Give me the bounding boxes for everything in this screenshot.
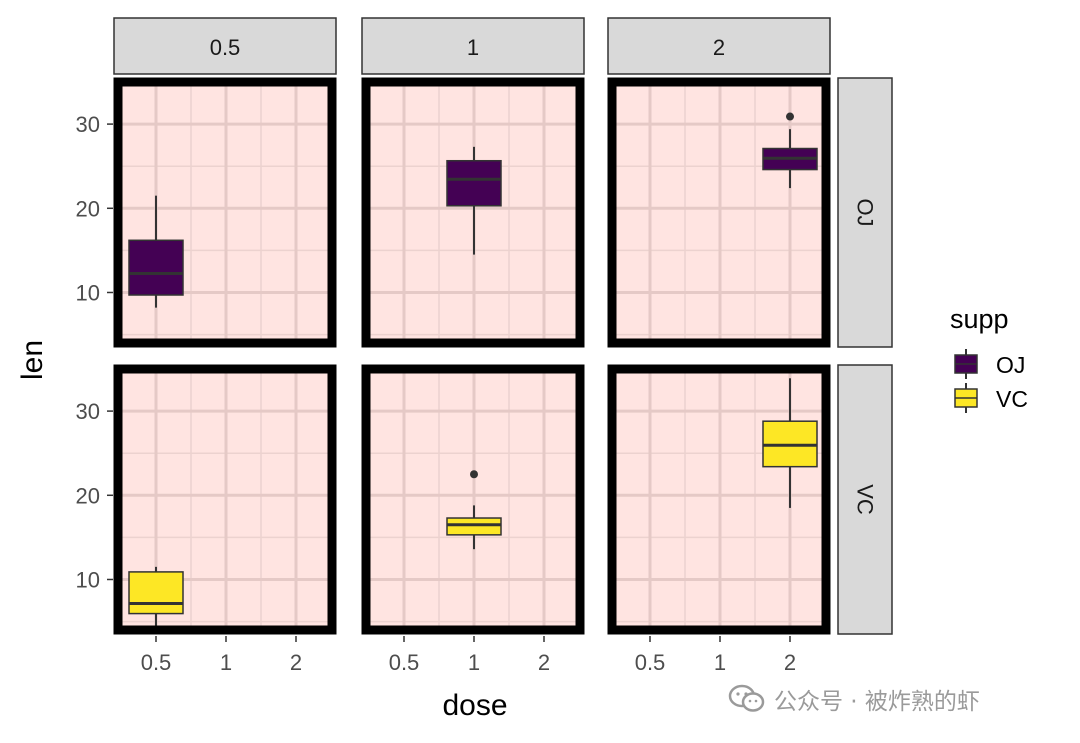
strip-row-vc — [837, 364, 893, 635]
panel-oj-0 — [118, 81, 332, 343]
box-vc-dose-1 — [446, 470, 502, 550]
legend-label: OJ — [996, 352, 1025, 378]
y-axis-title: len — [16, 340, 49, 380]
x-tick-label: 2 — [538, 650, 550, 675]
strip-col-label: 1 — [467, 35, 479, 60]
watermark-text: 公众号 · 被炸熟的虾 — [774, 689, 980, 715]
wechat-icon — [728, 684, 765, 712]
y-tick-label: 10 — [76, 280, 100, 305]
outlier-point — [470, 470, 478, 479]
legend-key-vc — [954, 383, 978, 413]
x-tick-label: 2 — [290, 650, 302, 675]
box-oj-dose-1 — [446, 146, 502, 255]
panel-border — [361, 364, 585, 635]
legend-label: VC — [996, 386, 1028, 412]
box-iqr — [128, 571, 184, 615]
panel-border — [607, 364, 831, 635]
x-tick-label: 1 — [714, 650, 726, 675]
box-vc-dose-2 — [762, 378, 818, 508]
strip-col-label: 2 — [713, 35, 725, 60]
y-tick-label: 30 — [76, 399, 100, 424]
watermark: 公众号 · 被炸熟的虾 — [728, 682, 980, 716]
box-iqr — [446, 517, 502, 536]
box-iqr — [446, 159, 502, 207]
x-tick-label: 0.5 — [389, 650, 420, 675]
y-tick-label: 20 — [76, 483, 100, 508]
panel-border — [361, 77, 585, 348]
box-oj-dose-2 — [762, 112, 818, 189]
y-tick-label: 20 — [76, 196, 100, 221]
x-tick-label: 2 — [784, 650, 796, 675]
x-tick-label: 1 — [468, 650, 480, 675]
box-iqr — [128, 239, 184, 296]
box-vc-dose-0.5 — [128, 566, 184, 629]
strip-col-1 — [361, 17, 585, 75]
x-axis-title: dose — [442, 689, 507, 722]
panel-border — [113, 364, 337, 635]
panel-vc-2 — [612, 368, 826, 630]
panel-border — [113, 77, 337, 348]
x-tick-label: 0.5 — [141, 650, 172, 675]
box-oj-dose-0.5 — [128, 195, 184, 308]
strip-row-label: OJ — [853, 198, 878, 226]
panel-vc-1 — [366, 368, 580, 630]
legend-key-oj — [954, 349, 978, 379]
outlier-point — [786, 112, 794, 121]
legend-title: supp — [950, 304, 1009, 334]
panel-border — [607, 77, 831, 348]
strip-row-label: VC — [853, 484, 878, 515]
strip-col-2 — [607, 17, 831, 75]
strip-col-label: 0.5 — [210, 35, 241, 60]
panel-oj-2 — [612, 81, 826, 343]
y-tick-label: 30 — [76, 112, 100, 137]
x-tick-label: 0.5 — [635, 650, 666, 675]
y-tick-label: 10 — [76, 567, 100, 592]
strip-row-oj — [837, 77, 893, 348]
strip-col-0 — [113, 17, 337, 75]
x-tick-label: 1 — [220, 650, 232, 675]
